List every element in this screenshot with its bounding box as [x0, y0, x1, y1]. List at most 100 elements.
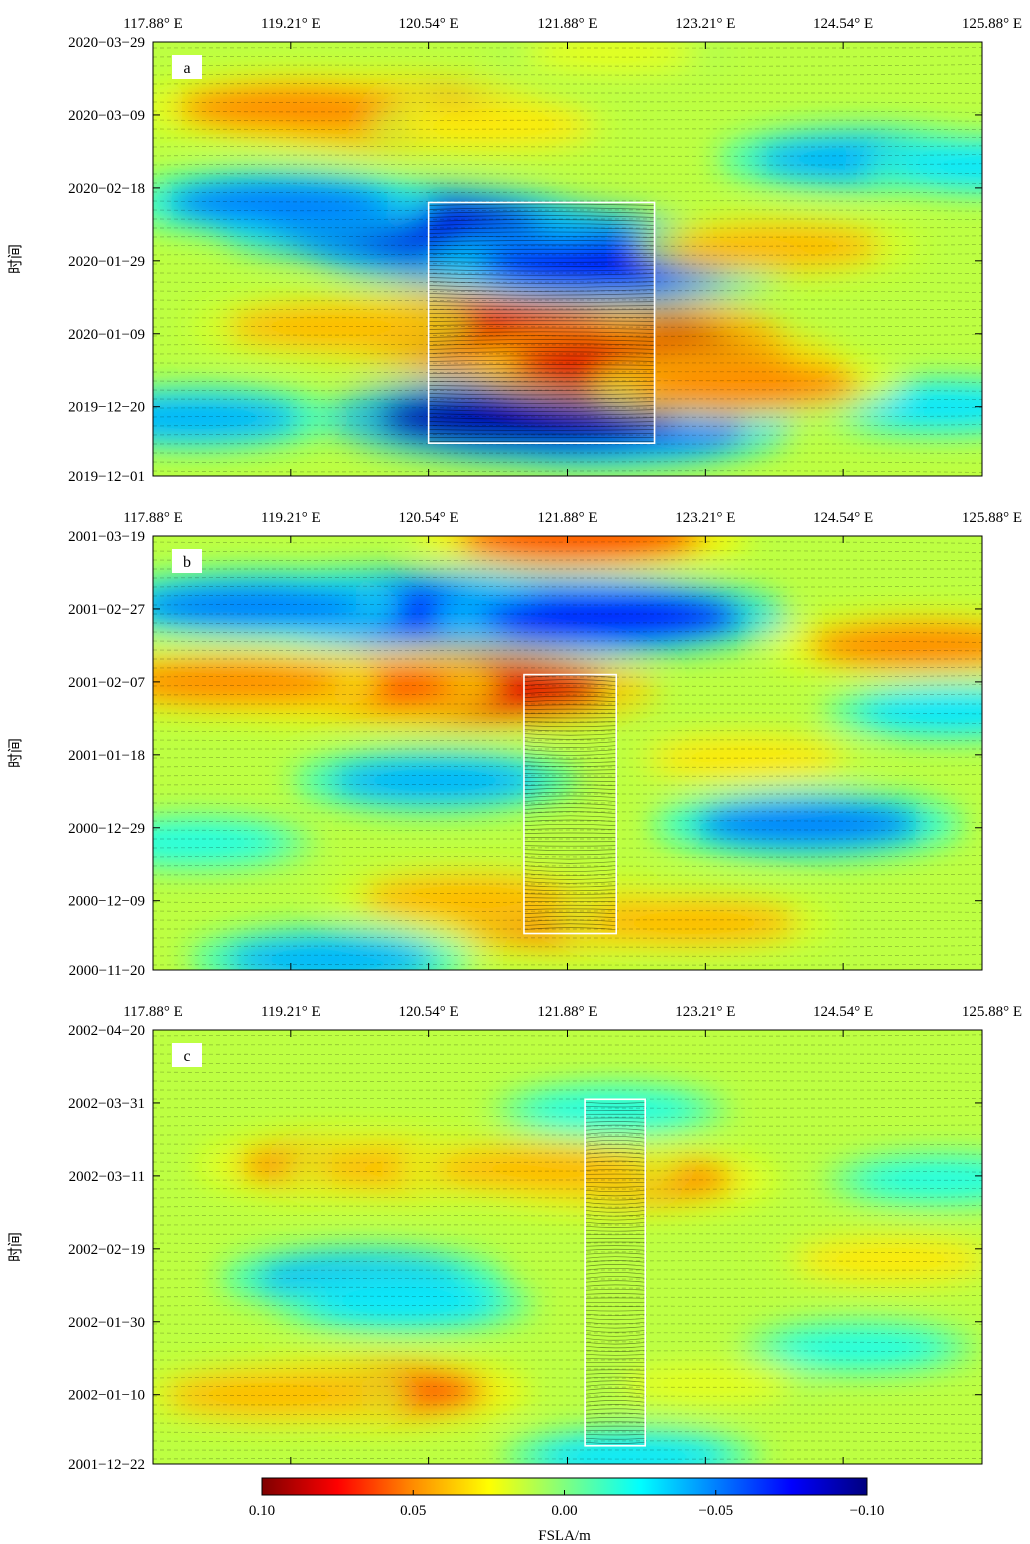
contour-line — [153, 145, 982, 148]
contour-line — [153, 1323, 982, 1325]
contour-line-dense — [585, 1256, 646, 1259]
contour-line-dense — [523, 915, 617, 918]
anomaly-core — [478, 589, 745, 644]
plot-area-b — [153, 536, 982, 970]
contour-line — [153, 756, 982, 759]
anomaly-core — [225, 304, 438, 349]
anomaly-core — [153, 395, 303, 441]
contour-line — [153, 1394, 982, 1397]
contour-line-dense — [523, 923, 617, 926]
contour-line — [153, 666, 982, 669]
contour-line — [153, 1143, 982, 1145]
y-tick-label: 2002−04−20 — [68, 1023, 145, 1039]
x-tick-label: 120.54° E — [399, 1004, 459, 1020]
anomaly-core — [630, 360, 861, 409]
contour-line — [153, 1115, 982, 1118]
x-tick-label: 123.21° E — [675, 510, 735, 526]
contour-line-dense — [523, 761, 617, 764]
anomaly-core — [616, 1364, 793, 1403]
contour-line — [153, 1413, 982, 1415]
contour-line-dense — [428, 207, 655, 210]
contour-line-dense — [523, 745, 617, 748]
contour-line — [153, 452, 982, 454]
contour-line-dense — [428, 265, 655, 268]
contour-line-dense — [523, 885, 617, 888]
contour-line-dense — [585, 1329, 646, 1333]
contour-line — [153, 235, 982, 238]
contour-line-dense — [585, 1252, 646, 1255]
contour-line — [153, 1440, 982, 1443]
contour-line — [153, 945, 982, 948]
contour-line-dense — [428, 421, 655, 424]
anomaly-core — [174, 83, 405, 132]
contour-line-dense — [585, 1248, 646, 1251]
contour-line-dense — [585, 1369, 646, 1371]
contour-line-dense — [523, 919, 617, 922]
contour-line-dense — [585, 1280, 646, 1283]
x-tick-label: 125.88° E — [962, 510, 1022, 526]
contour-line — [153, 730, 982, 733]
panel-label-text: c — [183, 1048, 190, 1065]
highlight-box — [523, 673, 618, 935]
y-tick-label: 2002−03−31 — [68, 1096, 145, 1112]
contour-line-dense — [585, 1245, 646, 1247]
contour-line — [153, 461, 982, 464]
contour-line — [153, 1071, 982, 1074]
contour-line — [153, 1233, 982, 1235]
contour-line — [153, 1098, 982, 1100]
contour-line-dense — [523, 788, 617, 790]
contour-line-dense — [585, 1400, 646, 1403]
contour-line-dense — [428, 244, 655, 246]
contour-line — [153, 1457, 982, 1460]
contour-line-dense — [523, 765, 617, 768]
contour-line — [153, 253, 982, 256]
contour-line-dense — [523, 687, 617, 690]
contour-line-dense — [523, 691, 617, 694]
contour-line — [153, 1278, 982, 1280]
contour-line — [153, 1124, 982, 1127]
x-tick-label: 119.21° E — [261, 510, 321, 526]
contour-line — [153, 299, 982, 302]
contour-line-dense — [428, 269, 655, 272]
contour-line-dense — [428, 397, 655, 400]
contour-line-dense — [585, 1441, 646, 1444]
contour-line — [153, 675, 982, 678]
contour-line-dense — [585, 1160, 646, 1163]
contour-line-dense — [523, 877, 617, 880]
colorbar: 0.10 0.05 0.00 −0.05 −0.10 FSLA/m — [249, 1477, 885, 1544]
contour-line-dense — [585, 1373, 646, 1375]
contour-line-dense — [523, 795, 617, 798]
contour-line — [153, 550, 982, 553]
contour-line — [153, 1431, 982, 1434]
contour-line-dense — [523, 815, 617, 818]
anomaly-core — [153, 657, 343, 706]
contour-line — [153, 1242, 982, 1245]
anomaly-core — [854, 1160, 982, 1199]
contour-line — [153, 263, 982, 265]
contour-line — [153, 963, 982, 966]
plot-area-c — [153, 1030, 982, 1464]
colorbar-tick-label: −0.10 — [850, 1503, 885, 1519]
contour-line — [153, 119, 982, 122]
contour-line-dense — [428, 389, 655, 391]
contour-line-dense — [428, 425, 655, 428]
contour-line-dense — [585, 1412, 646, 1415]
contour-line-dense — [585, 1143, 646, 1147]
contour-line-dense — [428, 203, 655, 206]
contour-line — [153, 343, 982, 346]
contour-line-dense — [523, 695, 617, 698]
anomaly-core — [856, 690, 982, 732]
anomaly-core — [400, 105, 595, 147]
contour-line-dense — [523, 725, 617, 728]
x-tick-label: 117.88° E — [123, 510, 183, 526]
contour-line-dense — [523, 729, 617, 732]
contour-line — [153, 1251, 982, 1254]
x-tick-label: 120.54° E — [399, 16, 459, 32]
contour-line-dense — [523, 757, 617, 760]
contour-line — [153, 353, 982, 355]
y-tick-label: 2000−12−29 — [68, 821, 145, 837]
contour-line — [153, 585, 982, 588]
contour-line-dense — [585, 1193, 646, 1197]
x-tick-label: 117.88° E — [123, 1004, 183, 1020]
contour-line-dense — [428, 355, 655, 358]
